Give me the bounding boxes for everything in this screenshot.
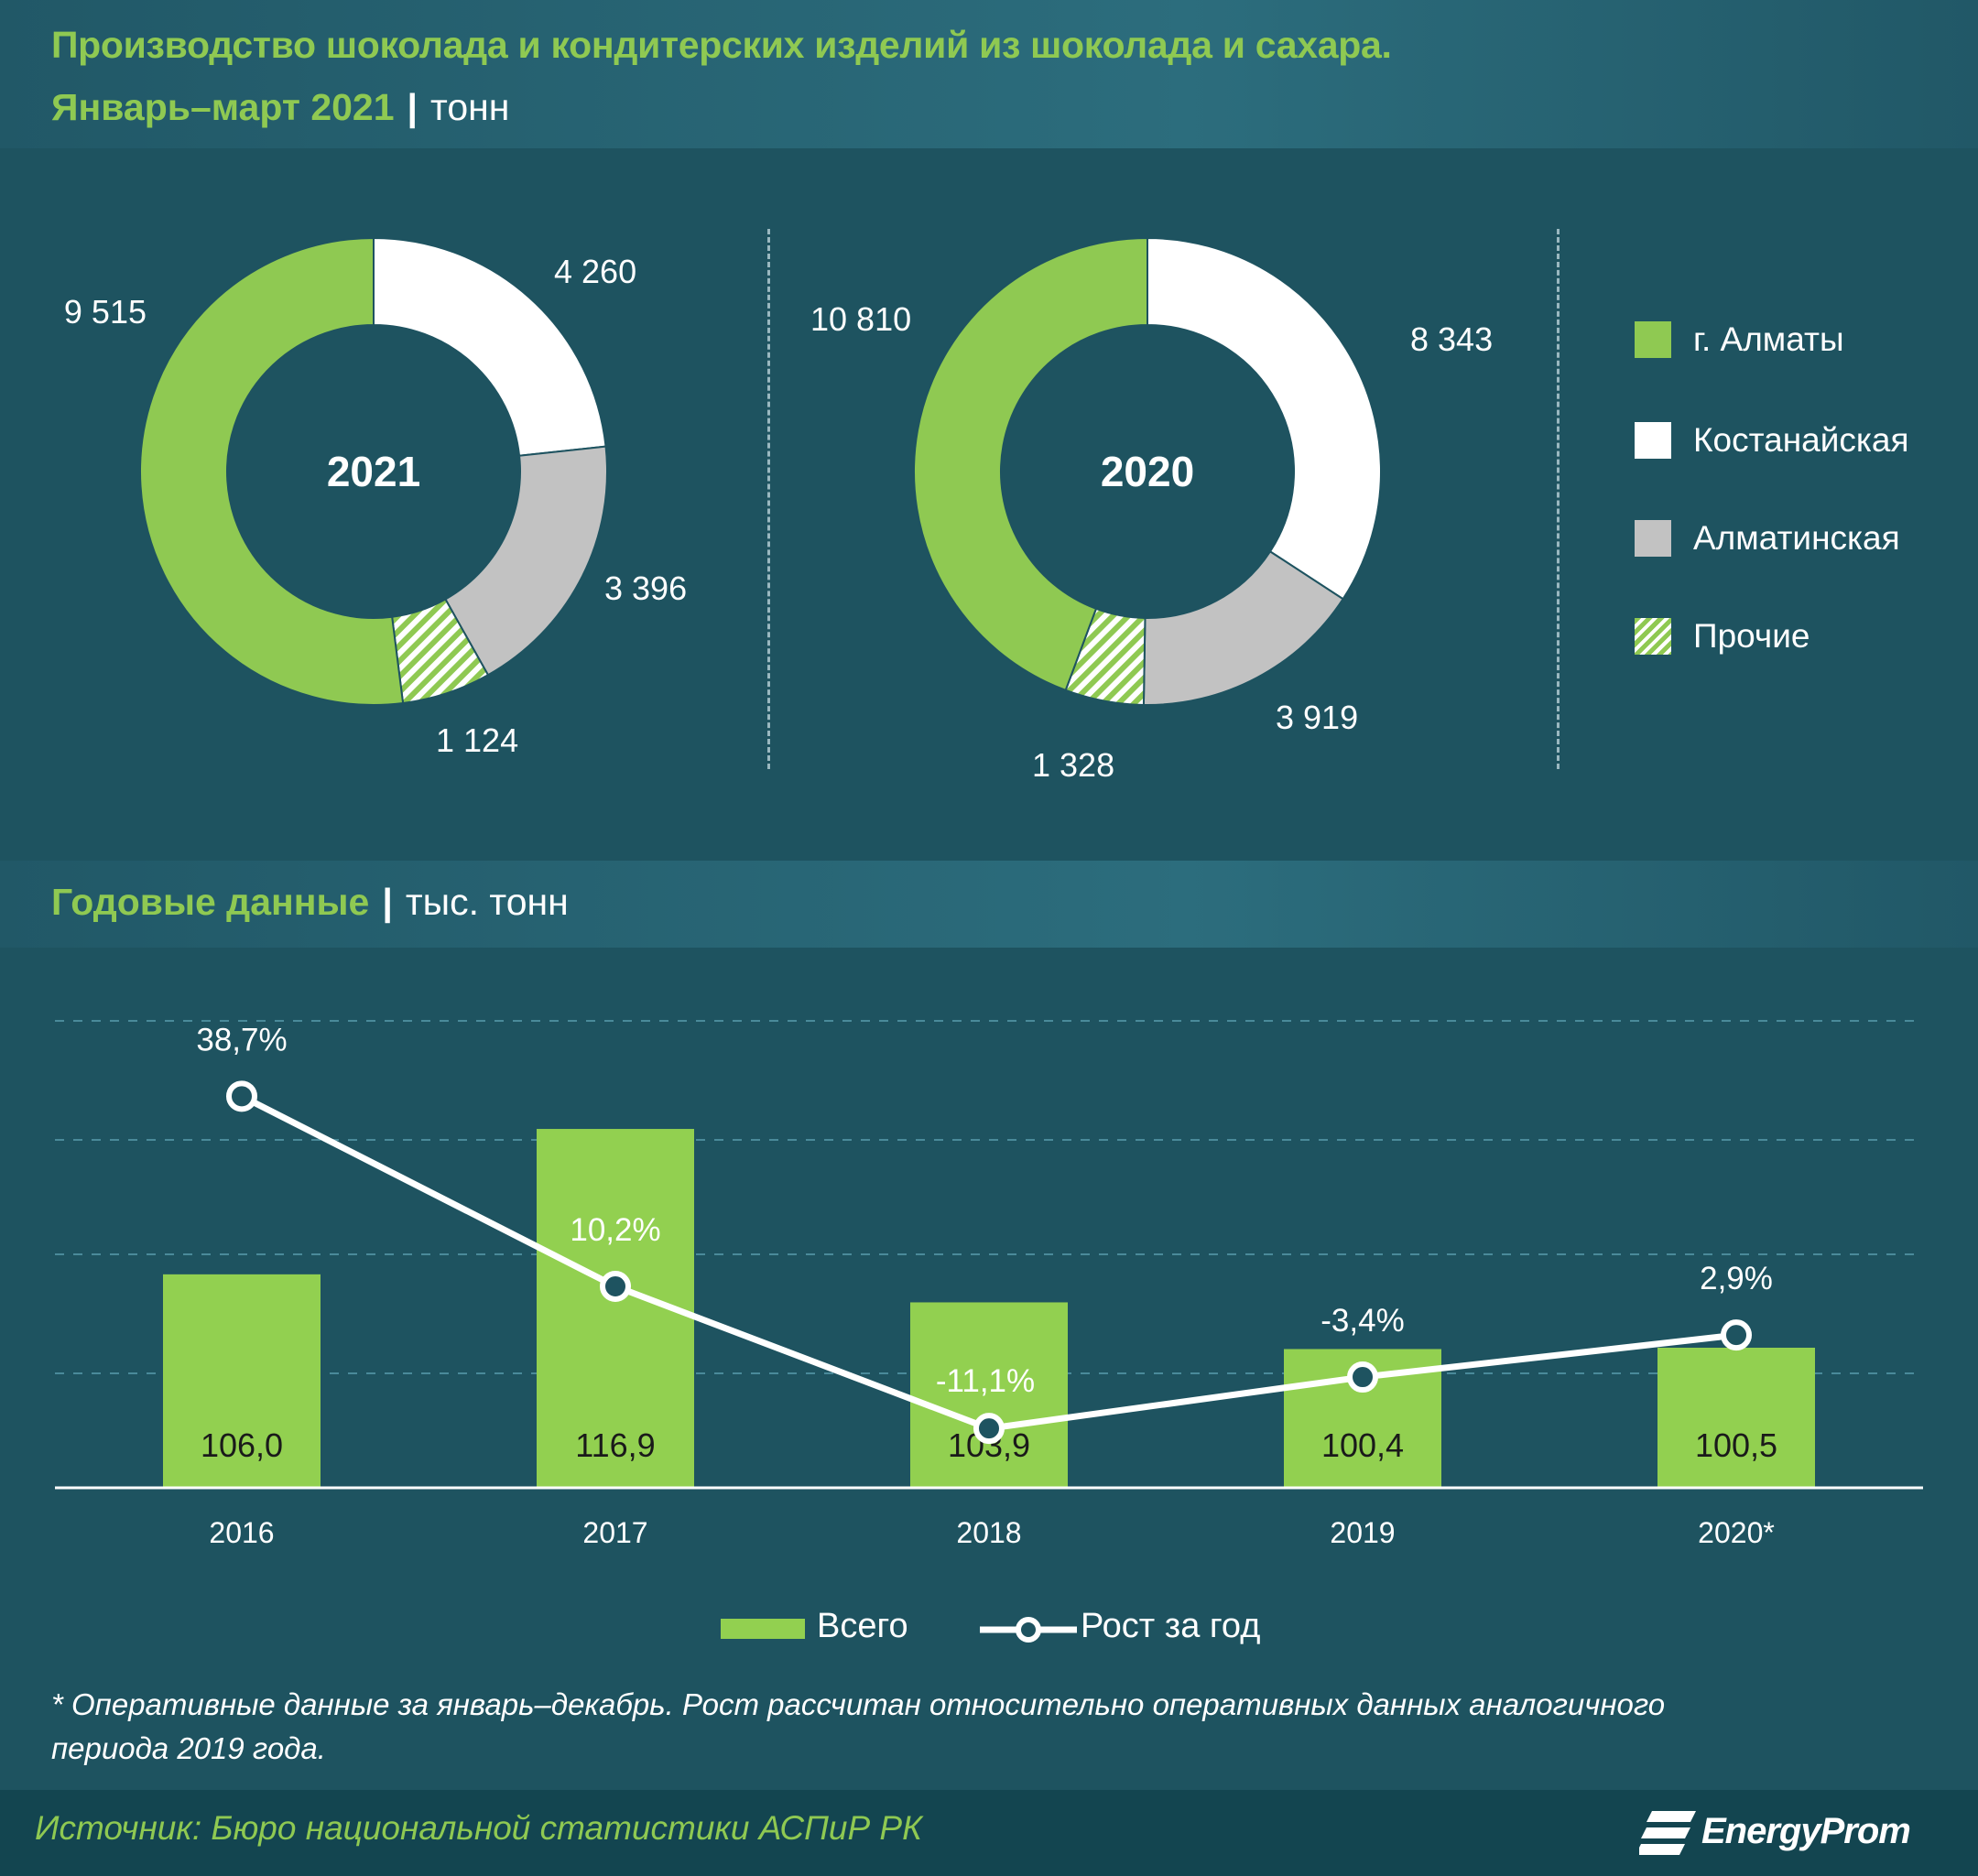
x-tick-label-2020*: 2020* xyxy=(1698,1516,1775,1549)
bar-2020* xyxy=(1657,1348,1815,1488)
legend-swatch-almaty xyxy=(1635,321,1671,358)
donut-2020: 2020 xyxy=(913,236,1382,706)
page-title: Производство шоколада и кондитерских изд… xyxy=(51,24,1392,66)
annual-unit: тыс. тонн xyxy=(405,881,569,923)
bar-value-label-2016: 106,0 xyxy=(201,1426,283,1464)
donut-slice-2020-0 xyxy=(913,236,1148,692)
legend-swatch-kostanay xyxy=(1635,422,1671,459)
x-tick-label-2016: 2016 xyxy=(209,1516,274,1549)
footnote: * Оперативные данные за январь–декабрь. … xyxy=(51,1683,1883,1771)
donut-slice-2021-2 xyxy=(444,445,608,677)
bar-2016 xyxy=(163,1274,321,1488)
period-label: Январь–март 2021 xyxy=(51,86,395,128)
logo-mark-icon xyxy=(1639,1811,1696,1855)
growth-point-2020* xyxy=(1721,1319,1752,1351)
bar-legend: Всего Рост за год xyxy=(0,1604,1978,1650)
header-band xyxy=(0,0,1978,148)
footnote-line1: * Оперативные данные за январь–декабрь. … xyxy=(51,1687,1666,1721)
growth-point-2017 xyxy=(600,1270,631,1302)
growth-label-2016: 38,7% xyxy=(196,1022,287,1057)
bar-value-label-2020*: 100,5 xyxy=(1695,1426,1777,1464)
donut-2021: 2021 xyxy=(139,236,608,706)
legend-label-growth: Рост за год xyxy=(1081,1607,1261,1645)
legend-swatch-almatinskaya xyxy=(1635,520,1671,557)
donut-2020-label-almatinskaya: 3 919 xyxy=(1276,699,1359,736)
donut-2021-label-almatinskaya: 3 396 xyxy=(604,569,688,607)
donut-slice-2020-1 xyxy=(1147,236,1382,601)
bar-value-label-2017: 116,9 xyxy=(575,1426,655,1464)
title-separator: | xyxy=(407,86,418,128)
x-tick-label-2017: 2017 xyxy=(582,1516,647,1549)
bar-2018 xyxy=(910,1302,1068,1488)
donut-2021-label-almaty: 9 515 xyxy=(63,293,147,331)
growth-point-2019 xyxy=(1347,1361,1378,1393)
donut-slice-2021-0 xyxy=(139,236,405,706)
donut-separator-1 xyxy=(767,229,770,769)
page-subtitle: Январь–март 2021 | тонн xyxy=(51,86,509,129)
logo-text: EnergyProm xyxy=(1701,1811,1911,1851)
legend-label-almatinskaya: Алматинская xyxy=(1693,519,1900,557)
legend-label-total: Всего xyxy=(817,1607,908,1645)
annual-section-band xyxy=(0,861,1978,948)
bar-value-label-2019: 100,4 xyxy=(1321,1426,1404,1464)
unit-label: тонн xyxy=(430,86,510,128)
legend-line-marker-icon xyxy=(980,1617,1077,1643)
legend-label-almaty: г. Алматы xyxy=(1693,320,1844,358)
growth-point-2018 xyxy=(973,1413,1005,1445)
donut-charts: 2021 2020 xyxy=(139,236,1382,706)
donut-2021-label-other: 1 124 xyxy=(436,721,519,759)
growth-point-2016 xyxy=(226,1080,257,1112)
donut-slice-2021-1 xyxy=(373,236,607,457)
growth-label-2020*: 2,9% xyxy=(1700,1261,1773,1296)
source-text: Источник: Бюро национальной статистики А… xyxy=(35,1809,922,1847)
legend-swatch-total xyxy=(721,1619,805,1639)
donut-2020-label-kostanay: 8 343 xyxy=(1410,320,1494,358)
annual-bar-chart: 106,0 116,9 103,9 100,4 100,5 38,7%10,2%-11,… xyxy=(55,1020,1923,1549)
legend-swatch-other xyxy=(1635,618,1671,655)
donut-center-label-2020: 2020 xyxy=(1101,448,1194,495)
annual-title: Годовые данные xyxy=(51,881,370,923)
growth-label-2019: -3,4% xyxy=(1320,1303,1404,1339)
donut-2021-label-kostanay: 4 260 xyxy=(554,253,637,290)
energyprom-logo: EnergyProm xyxy=(1639,1800,1941,1864)
annual-title-separator: | xyxy=(382,881,393,923)
legend-label-other: Прочие xyxy=(1693,617,1810,655)
donut-2020-label-other: 1 328 xyxy=(1032,746,1115,784)
donut-separator-2 xyxy=(1557,229,1560,769)
donut-center-label-2021: 2021 xyxy=(327,448,420,495)
annual-section-title: Годовые данные | тыс. тонн xyxy=(51,881,569,924)
growth-label-2018: -11,1% xyxy=(936,1363,1035,1399)
donut-2020-label-almaty: 10 810 xyxy=(810,300,912,338)
x-tick-label-2019: 2019 xyxy=(1330,1516,1395,1549)
growth-label-2017: 10,2% xyxy=(570,1212,660,1248)
legend-label-kostanay: Костанайская xyxy=(1693,421,1909,459)
x-tick-label-2018: 2018 xyxy=(956,1516,1021,1549)
footnote-line2: периода 2019 года. xyxy=(51,1731,326,1765)
